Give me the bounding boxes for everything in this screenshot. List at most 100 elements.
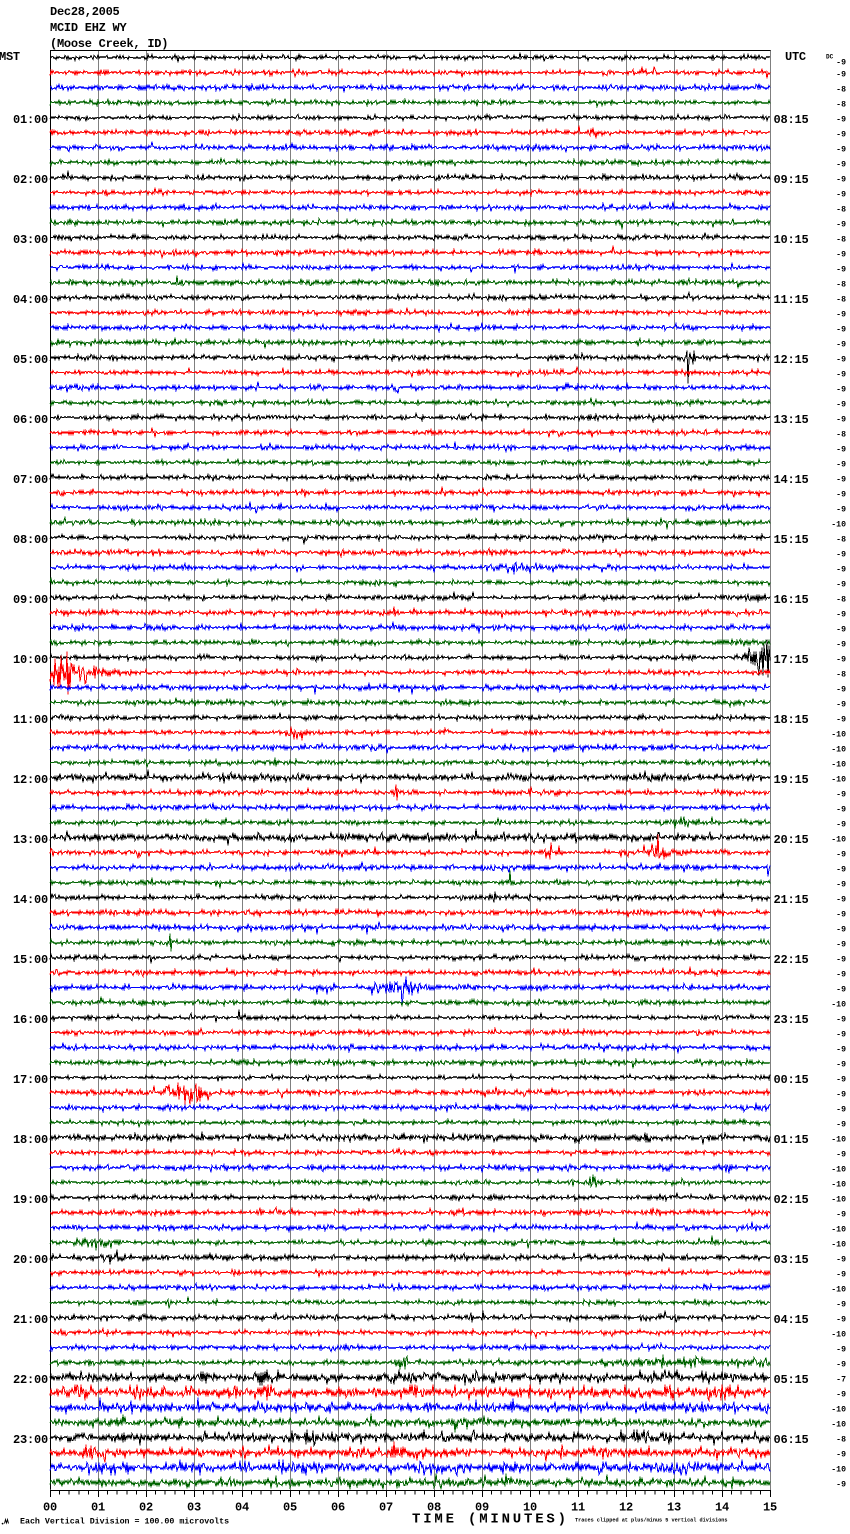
- svg-text:-9: -9: [836, 911, 846, 920]
- svg-text:12:00: 12:00: [13, 773, 48, 787]
- svg-text:22:15: 22:15: [774, 953, 809, 967]
- svg-text:09:15: 09:15: [774, 173, 809, 187]
- svg-text:-9: -9: [836, 416, 846, 425]
- svg-text:18:00: 18:00: [13, 1133, 48, 1147]
- svg-text:-9: -9: [836, 851, 846, 860]
- svg-text:-10: -10: [831, 731, 846, 740]
- svg-text:03:00: 03:00: [13, 233, 48, 247]
- svg-text:-9: -9: [836, 1016, 846, 1025]
- svg-text:-8: -8: [836, 86, 846, 95]
- svg-text:-9: -9: [836, 866, 846, 875]
- svg-text:06:00: 06:00: [13, 413, 48, 427]
- svg-text:MCID EHZ WY: MCID EHZ WY: [50, 21, 128, 35]
- svg-text:21:00: 21:00: [13, 1313, 48, 1327]
- svg-text:07:00: 07:00: [13, 473, 48, 487]
- svg-text:-9: -9: [836, 701, 846, 710]
- svg-text:-10: -10: [831, 761, 846, 770]
- svg-text:-10: -10: [831, 1226, 846, 1235]
- svg-text:05:00: 05:00: [13, 353, 48, 367]
- svg-text:-9: -9: [836, 1346, 846, 1355]
- svg-text:-8: -8: [836, 101, 846, 110]
- svg-text:09:00: 09:00: [13, 593, 48, 607]
- svg-text:-9: -9: [836, 356, 846, 365]
- svg-text:-8: -8: [836, 536, 846, 545]
- svg-text:-10: -10: [831, 1166, 846, 1175]
- svg-text:(Moose Creek, ID): (Moose Creek, ID): [50, 37, 168, 51]
- svg-text:-9: -9: [836, 1256, 846, 1265]
- svg-text:-9: -9: [836, 326, 846, 335]
- svg-text:07: 07: [379, 1501, 393, 1515]
- svg-text:04: 04: [235, 1501, 249, 1515]
- svg-text:-10: -10: [831, 1421, 846, 1430]
- svg-text:-9: -9: [836, 371, 846, 380]
- svg-text:-9: -9: [836, 59, 846, 68]
- svg-text:-9: -9: [836, 266, 846, 275]
- svg-text:10:15: 10:15: [774, 233, 809, 247]
- svg-text:-9: -9: [836, 251, 846, 260]
- svg-text:-10: -10: [831, 776, 846, 785]
- svg-text:00: 00: [43, 1501, 57, 1515]
- svg-text:-8: -8: [836, 281, 846, 290]
- svg-text:-9: -9: [836, 881, 846, 890]
- svg-text:02:00: 02:00: [13, 173, 48, 187]
- svg-text:-8: -8: [836, 431, 846, 440]
- svg-text:-9: -9: [836, 476, 846, 485]
- svg-text:23:00: 23:00: [13, 1433, 48, 1447]
- svg-text:17:15: 17:15: [774, 653, 809, 667]
- svg-text:MST: MST: [0, 50, 20, 64]
- svg-text:19:00: 19:00: [13, 1193, 48, 1207]
- svg-text:-9: -9: [836, 1061, 846, 1070]
- svg-text:-9: -9: [836, 491, 846, 500]
- svg-text:14:15: 14:15: [774, 473, 809, 487]
- svg-text:-8: -8: [836, 596, 846, 605]
- svg-text:-10: -10: [831, 1331, 846, 1340]
- svg-text:00:15: 00:15: [774, 1073, 809, 1087]
- svg-text:03: 03: [187, 1501, 201, 1515]
- svg-text:06:15: 06:15: [774, 1433, 809, 1447]
- svg-text:04:00: 04:00: [13, 293, 48, 307]
- svg-text:-9: -9: [836, 1391, 846, 1400]
- svg-text:04:15: 04:15: [774, 1313, 809, 1327]
- svg-text:01:15: 01:15: [774, 1133, 809, 1147]
- svg-text:Dec28,2005: Dec28,2005: [50, 5, 120, 19]
- svg-text:01: 01: [91, 1501, 105, 1515]
- svg-text:13:00: 13:00: [13, 833, 48, 847]
- svg-text:-9: -9: [836, 116, 846, 125]
- svg-text:-10: -10: [831, 521, 846, 530]
- svg-text:-8: -8: [836, 206, 846, 215]
- svg-text:11: 11: [571, 1501, 585, 1515]
- svg-text:TIME (MINUTES): TIME (MINUTES): [412, 1512, 569, 1528]
- svg-text:13: 13: [667, 1501, 681, 1515]
- svg-text:02: 02: [139, 1501, 153, 1515]
- svg-text:-10: -10: [831, 1196, 846, 1205]
- svg-text:16:15: 16:15: [774, 593, 809, 607]
- svg-text:08: 08: [427, 1501, 441, 1515]
- svg-text:-10: -10: [831, 1241, 846, 1250]
- svg-text:-10: -10: [831, 1406, 846, 1415]
- svg-text:-9: -9: [836, 551, 846, 560]
- svg-text:02:15: 02:15: [774, 1193, 809, 1207]
- svg-text:01:00: 01:00: [13, 113, 48, 127]
- svg-text:-9: -9: [836, 791, 846, 800]
- svg-text:-9: -9: [836, 1211, 846, 1220]
- svg-text:14:00: 14:00: [13, 893, 48, 907]
- svg-text:-9: -9: [836, 1481, 846, 1490]
- svg-text:-9: -9: [836, 821, 846, 830]
- svg-text:05: 05: [283, 1501, 297, 1515]
- svg-text:-9: -9: [836, 1106, 846, 1115]
- svg-text:Traces clipped at plus/minus 5: Traces clipped at plus/minus 5 vertical …: [575, 1518, 728, 1524]
- svg-text:-10: -10: [831, 1136, 846, 1145]
- svg-text:19:15: 19:15: [774, 773, 809, 787]
- svg-text:-9: -9: [836, 1121, 846, 1130]
- svg-text:10: 10: [523, 1501, 537, 1515]
- svg-text:-10: -10: [831, 1286, 846, 1295]
- svg-text:-9: -9: [836, 806, 846, 815]
- svg-text:20:15: 20:15: [774, 833, 809, 847]
- svg-text:-8: -8: [836, 671, 846, 680]
- svg-text:-9: -9: [836, 971, 846, 980]
- svg-text:21:15: 21:15: [774, 893, 809, 907]
- svg-text:Each Vertical Division = 100.: Each Vertical Division = 100.00 microvol…: [20, 1517, 229, 1527]
- svg-text:-9: -9: [836, 1031, 846, 1040]
- svg-text:-9: -9: [836, 221, 846, 230]
- svg-text:-9: -9: [836, 926, 846, 935]
